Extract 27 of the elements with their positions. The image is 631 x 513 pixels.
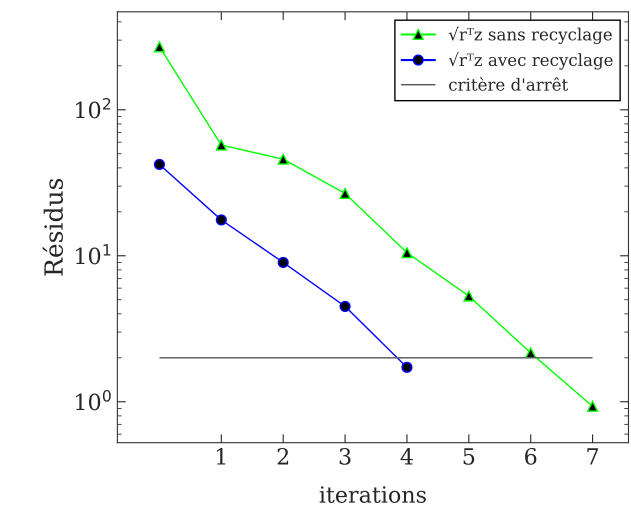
y-axis-title: Résidus (42, 178, 63, 276)
x-tick-label: 2 (278, 448, 288, 464)
point (587, 400, 598, 412)
point (278, 256, 289, 268)
legend-label: √rᵀz sans recyclage (448, 26, 612, 44)
x-tick-label: 6 (525, 448, 536, 465)
y-tick-label: 10$^{2}$ (76, 98, 110, 118)
point (401, 247, 413, 258)
x-axis-title: iterations (320, 486, 426, 503)
point (154, 41, 165, 52)
legend-label: √rᵀz avec recyclage (448, 52, 613, 70)
point (340, 300, 351, 312)
x-tick-label: 7 (587, 448, 598, 464)
x-tick-label: 4 (400, 448, 413, 464)
x-tick-label: 3 (340, 448, 350, 465)
x-tick-label: 5 (464, 448, 474, 465)
y-tick-label: 10$^{0}$ (76, 390, 111, 410)
point (340, 188, 351, 200)
y-tick-label: 10$^{1}$ (76, 244, 110, 264)
point (463, 290, 474, 302)
x-tick-label: 1 (216, 448, 226, 464)
point (216, 214, 227, 226)
legend-label: critère d'arrêt (449, 77, 568, 91)
point (154, 158, 165, 170)
point (278, 154, 289, 165)
point (216, 140, 227, 151)
point (401, 362, 413, 373)
